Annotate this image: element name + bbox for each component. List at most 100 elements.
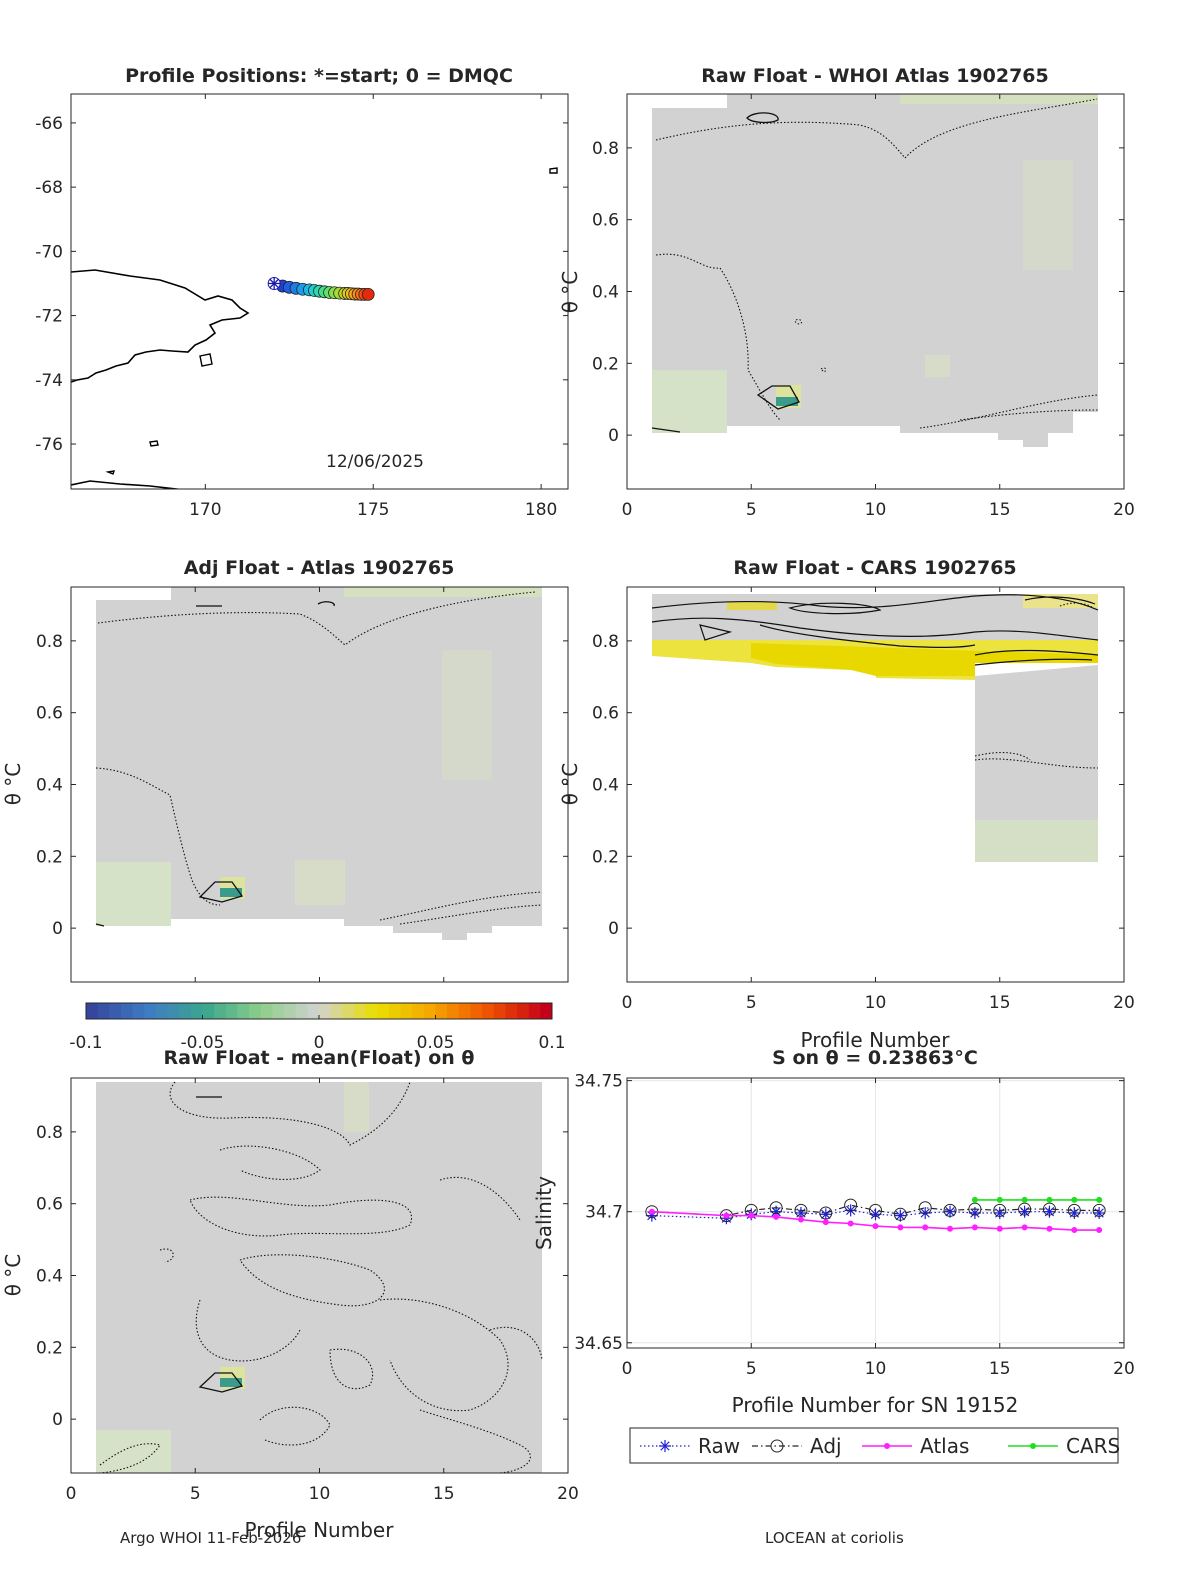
x-tick-label: 15 [989,500,1011,520]
coastline [71,167,558,489]
colorbar-cell [493,1003,506,1019]
y-tick-label: 34.75 [574,1072,623,1092]
atlas-marker [648,1208,655,1215]
x-tick-label: 10 [865,1359,887,1379]
raw-cars-ticks: 0 5 10 15 20 0 0.2 0.4 0.6 0.8 [592,587,1135,1013]
colorbar-cell [435,1003,448,1019]
colorbar-cell [505,1003,518,1019]
raw-marker [920,1208,930,1218]
panel-positions: Profile Positions: *=start; 0 = DMQC 12/… [35,65,569,520]
colorbar-cell [307,1003,320,1019]
x-tick-label: 20 [1113,1359,1135,1379]
cars-marker [996,1196,1003,1203]
y-tick-label: 0.4 [592,283,619,303]
series-line-raw [651,1209,1100,1219]
adj-marker [943,1203,957,1217]
date-annotation: 12/06/2025 [326,452,424,472]
panel-raw-mean: Raw Float - mean(Float) on θ [1,1047,579,1542]
atlas-marker [773,1213,780,1220]
legend-label: CARS [1066,1434,1120,1458]
colorbar-cell [155,1003,169,1019]
colorbar-cell [447,1003,460,1019]
raw-marker [895,1210,906,1221]
atlas-marker [1021,1224,1028,1231]
atlas-marker [897,1224,904,1231]
raw-marker [845,1205,856,1216]
cars-marker [971,1196,978,1203]
colorbar-cell [86,1003,99,1019]
positions-title: Profile Positions: *=start; 0 = DMQC [125,65,513,87]
series-adj [645,1198,1106,1223]
y-tick-label: 0.4 [592,776,619,796]
y-tick-label: 0 [608,919,619,939]
colorbar-cell [225,1003,238,1019]
atlas-marker [723,1212,730,1219]
y-tick-label: 0.2 [592,354,619,374]
colorbar-cell [482,1003,495,1019]
y-tick-label: 0.6 [36,704,63,724]
atlas-marker [797,1216,804,1223]
y-tick-label: 0 [608,426,619,446]
legend-label: Adj [810,1434,842,1458]
series-cars [971,1196,1103,1203]
salinity-ticks: 0 5 10 15 20 34.65 34.7 34.75 [574,1072,1134,1379]
salinity-xlabel: Profile Number for SN 19152 [732,1393,1019,1417]
legend-item-atlas: Atlas [862,1434,969,1458]
colorbar: -0.1 -0.05 0 0.05 0.1 [69,1002,566,1053]
cars-marker [1046,1196,1053,1203]
y-tick-label: 34.7 [585,1203,623,1223]
x-tick-label: 10 [865,500,887,520]
adj-marker [918,1201,932,1215]
y-tick-label: 0.8 [36,632,63,652]
x-tick-label: 180 [525,500,557,520]
x-tick-label: 10 [309,1484,331,1504]
x-tick-label: 0 [66,1484,77,1504]
salinity-ylabel: Salinity [532,1176,556,1250]
x-tick-label: 10 [865,993,887,1013]
panel-raw-cars: Raw Float - CARS 1902765 0 5 10 15 20 0 0.2 0.4… [558,557,1135,1052]
x-tick-label: 170 [189,500,221,520]
raw-marker [647,1210,657,1221]
raw-whoi-ticks: 0 5 10 15 20 0 0.2 0.4 0.6 0.8 [592,94,1135,520]
y-tick-label: 0.2 [592,847,619,867]
adj-marker [1018,1202,1032,1216]
raw-cars-ylabel: θ °C [558,763,582,806]
adj-marker [1042,1202,1056,1216]
panel-salinity: S on θ = 0.23863°C 0 5 10 15 20 34.65 34.7 34.7… [532,1047,1135,1464]
atlas-marker [847,1220,854,1227]
raw-cars-title: Raw Float - CARS 1902765 [733,557,1016,579]
panel-adj-atlas: Adj Float - Atlas 1902765 00.20.40.60.8 … [1,557,569,983]
raw-cars-xlabel: Profile Number [801,1028,951,1052]
raw-mean-title: Raw Float - mean(Float) on θ [164,1047,475,1069]
adj-marker [794,1203,808,1217]
y-tick-label: -66 [35,114,63,134]
salinity-legend: Raw Adj Atlas CARS [629,1427,1120,1464]
colorbar-cell [190,1003,203,1019]
colorbar-cell [120,1003,134,1019]
colorbar-cell [260,1003,273,1019]
adj-marker [968,1202,982,1216]
adj-marker [819,1206,833,1220]
y-tick-label: 0.4 [36,1267,63,1287]
series-atlas [648,1208,1103,1234]
colorbar-cell [109,1003,122,1019]
x-tick-label: 5 [746,500,757,520]
raw-marker [771,1207,781,1217]
x-tick-label: 20 [1113,993,1135,1013]
raw-mean-ylabel: θ °C [1,1254,25,1297]
adj-marker [769,1201,783,1215]
raw-whoi-field [651,94,1099,447]
raw-marker [970,1208,980,1218]
colorbar-cell [458,1003,471,1019]
colorbar-cell [330,1003,343,1019]
atlas-marker [1046,1225,1053,1232]
adj-atlas-field [95,587,543,940]
colorbar-cell [284,1003,297,1019]
adj-atlas-ticks: 0 0.2 0.4 0.6 0.8 [36,587,569,982]
profile-position-marker [361,287,375,301]
adj-atlas-ylabel: θ °C [1,763,25,806]
colorbar-cell [202,1003,215,1019]
cars-marker [1071,1196,1078,1203]
raw-marker [945,1207,955,1217]
